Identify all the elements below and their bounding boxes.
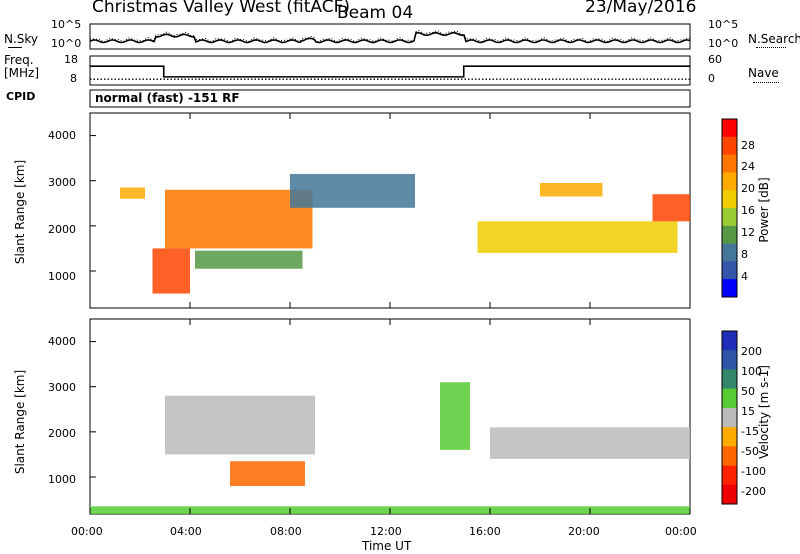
xtick-1600: 16:00 — [469, 525, 501, 538]
power-ytick-4000: 4000 — [48, 129, 76, 142]
velocity-colorbar-cell-1 — [722, 350, 737, 370]
velocity-colorbar-cell-6 — [722, 446, 737, 467]
xaxis-label: Time UT — [362, 539, 412, 553]
power-band-2 — [120, 187, 145, 199]
nsky-line — [89, 31, 691, 44]
nsearch-legend-line — [756, 47, 786, 48]
velocity-colorbar-frame — [721, 330, 738, 505]
velocity-colorbar-cell-3 — [722, 388, 737, 409]
power-cb-tick-4: 4 — [741, 270, 748, 283]
power-cb-tick-28: 28 — [741, 139, 755, 152]
power-cb-tick-8: 8 — [741, 248, 748, 261]
velocity-cb-tick-neg50: -50 — [741, 445, 759, 458]
freq-label: Freq. — [4, 53, 34, 67]
power-colorbar-cell-4 — [722, 190, 737, 209]
velocity-ytick-4000: 4000 — [48, 335, 76, 348]
nsearch-label: N.Search — [748, 32, 800, 46]
power-colorbar-cell-2 — [722, 154, 737, 173]
velocity-colorbar-cell-8 — [722, 484, 737, 505]
nave-legend-line — [753, 82, 779, 83]
velocity-band-1 — [230, 461, 305, 487]
power-band-1 — [152, 248, 190, 294]
velocity-cb-tick-200: 200 — [741, 345, 762, 358]
velocity-cb-tick-50: 50 — [741, 385, 755, 398]
power-colorbar-cell-1 — [722, 136, 737, 156]
freq-tick-bottom: 8 — [70, 72, 77, 85]
velocity-band-2 — [440, 382, 470, 450]
freq-unit-label: [MHz] — [4, 66, 40, 80]
sky-left-tick-bottom: 10^0 — [51, 37, 82, 50]
xtick-0400: 04:00 — [170, 525, 202, 538]
date-title: 23/May/2016 — [585, 0, 697, 17]
power-colorbar-cell-8 — [722, 261, 737, 280]
power-colorbar-cell-7 — [722, 243, 737, 262]
velocity-band-4 — [490, 427, 690, 459]
velocity-ytick-1000: 1000 — [48, 473, 76, 486]
nave-tick-bottom: 0 — [708, 72, 715, 85]
velocity-cb-tick-15: 15 — [741, 405, 755, 418]
power-colorbar-cell-6 — [722, 225, 737, 245]
sky-panel-frame — [89, 23, 691, 50]
power-colorbar-cell-0 — [722, 119, 737, 138]
sky-right-tick-top: 10^5 — [708, 18, 739, 31]
power-band-7 — [652, 194, 690, 222]
cpid-panel-frame — [89, 89, 691, 108]
power-ytick-2000: 2000 — [48, 223, 76, 236]
velocity-ytick-3000: 3000 — [48, 381, 76, 394]
xtick-0800: 08:00 — [270, 525, 302, 538]
power-band-5 — [477, 221, 678, 253]
beam-title: Beam 04 — [337, 3, 414, 23]
station-title: Christmas Valley West (fitACF) — [92, 0, 351, 17]
xtick-1200: 12:00 — [370, 525, 402, 538]
sky-right-tick-bottom: 10^0 — [708, 37, 739, 50]
xtick-0000: 00:00 — [71, 525, 103, 538]
velocity-colorbar-cell-0 — [722, 331, 737, 351]
power-colorbar-cell-9 — [722, 279, 737, 298]
frequency-line — [90, 65, 690, 78]
xtick-2400: 00:00 — [665, 525, 697, 538]
velocity-colorbar-cell-5 — [722, 427, 737, 447]
power-band-3 — [195, 250, 303, 269]
power-ytick-1000: 1000 — [48, 270, 76, 283]
velocity-colorbar-cell-2 — [722, 369, 737, 390]
velocity-ytick-2000: 2000 — [48, 427, 76, 440]
power-band-4 — [290, 173, 415, 208]
velocity-cb-tick-100: 100 — [741, 365, 762, 378]
power-band-6 — [540, 182, 603, 197]
power-cb-tick-20: 20 — [741, 182, 755, 195]
power-colorbar-cell-5 — [722, 208, 737, 227]
power-cb-tick-16: 16 — [741, 204, 755, 217]
nsky-label: N.Sky — [4, 32, 39, 46]
nave-label: Nave — [748, 66, 779, 80]
power-cb-tick-24: 24 — [741, 160, 755, 173]
velocity-band-0 — [165, 395, 315, 455]
velocity-cb-tick-neg100: -100 — [741, 465, 766, 478]
freq-tick-top: 18 — [64, 53, 78, 66]
sky-left-tick-top: 10^5 — [51, 18, 82, 31]
velocity-cb-tick-neg15: -15 — [741, 425, 759, 438]
cpid-text: normal (fast) -151 RF — [95, 91, 240, 105]
power-band-0 — [165, 189, 313, 249]
power-colorbar-frame — [721, 118, 738, 298]
plot-area — [89, 23, 738, 515]
velocity-cb-tick-neg200: -200 — [741, 485, 766, 498]
power-colorbar-cell-3 — [722, 172, 737, 191]
nsky-legend-line — [8, 47, 22, 48]
xtick-2000: 20:00 — [568, 525, 600, 538]
cpid-label: CPID — [6, 90, 36, 103]
power-ytick-3000: 3000 — [48, 176, 76, 189]
nave-tick-top: 60 — [708, 53, 722, 66]
power-cb-tick-12: 12 — [741, 226, 755, 239]
freq-panel-frame — [89, 55, 691, 86]
velocity-colorbar-cell-7 — [722, 465, 737, 486]
velocity-colorbar-cell-4 — [722, 407, 737, 428]
